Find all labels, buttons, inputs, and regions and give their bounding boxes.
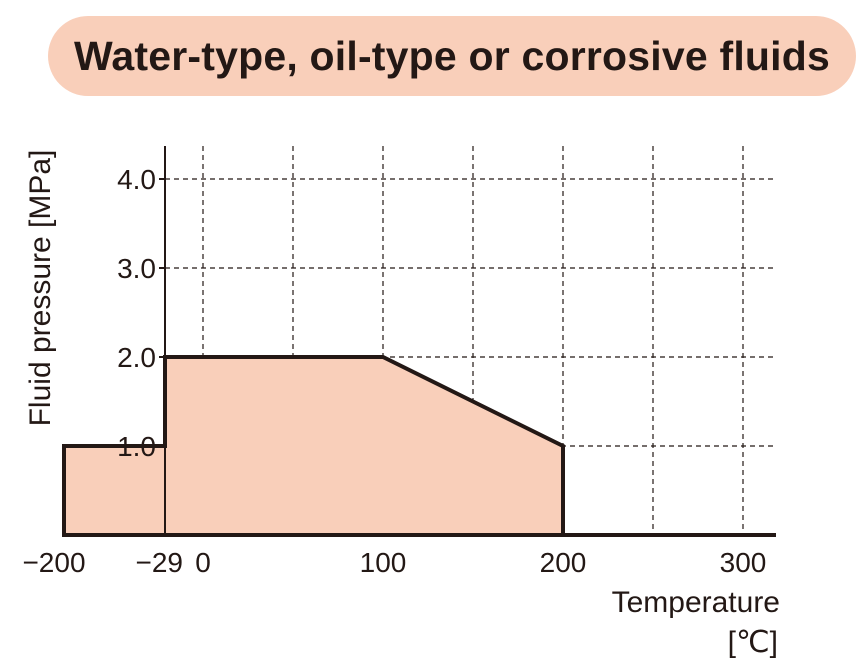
x-tick-label: 100 <box>360 547 407 578</box>
y-axis-label: Fluid pressure [MPa] <box>24 150 57 427</box>
tick-labels: 1.0 2.0 3.0 4.0 −200 −29 0 100 200 300 <box>22 164 766 578</box>
axes <box>62 146 776 537</box>
x-axis-unit: [℃] <box>728 626 778 659</box>
chart-title-banner: Water-type, oil-type or corrosive fluids <box>48 16 856 96</box>
area-fill <box>64 357 563 535</box>
y-tick-label: 3.0 <box>117 253 156 284</box>
x-tick-label: −200 <box>22 547 85 578</box>
y-tick-label: 4.0 <box>117 164 156 195</box>
x-axis-label: Temperature <box>612 586 780 619</box>
chart-title: Water-type, oil-type or corrosive fluids <box>73 32 830 79</box>
y-tick-label: 2.0 <box>117 342 156 373</box>
x-tick-label: 0 <box>195 547 211 578</box>
y-tick-label: 1.0 <box>117 431 156 462</box>
x-tick-label: −29 <box>136 547 184 578</box>
x-tick-label: 300 <box>720 547 767 578</box>
x-tick-label: 200 <box>540 547 587 578</box>
